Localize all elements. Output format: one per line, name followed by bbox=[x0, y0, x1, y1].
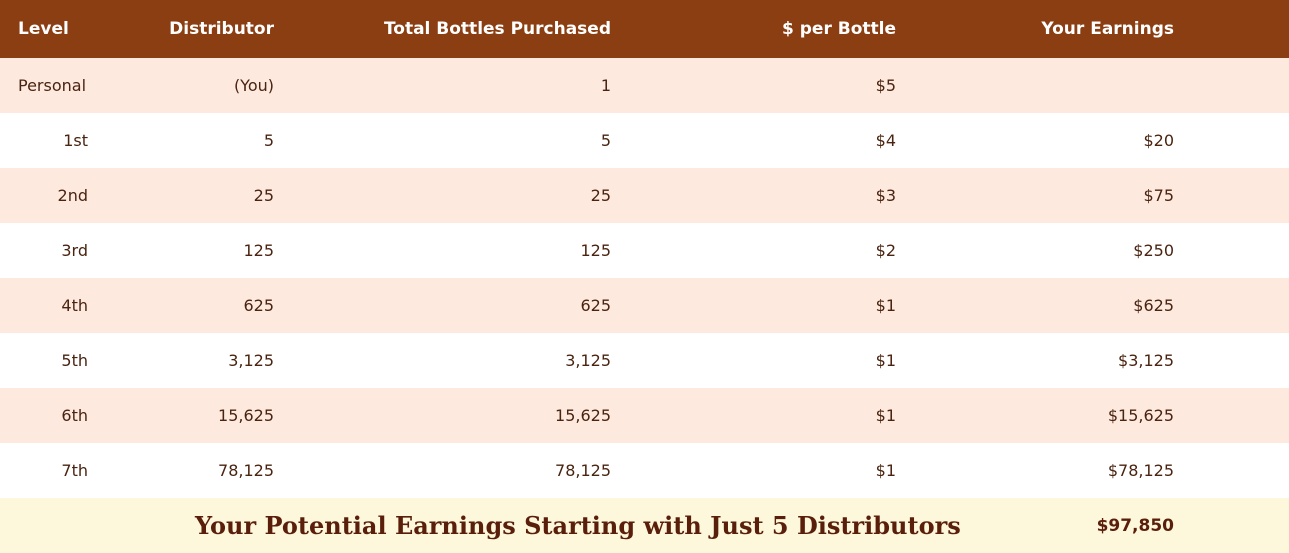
row-price: $1 bbox=[875, 406, 896, 425]
table-footer: Your Potential Earnings Starting with Ju… bbox=[0, 498, 1289, 553]
row-distributor: (You) bbox=[233, 76, 274, 95]
table-row: 3rd 125 125 $2 $250 bbox=[0, 223, 1289, 278]
row-price: $1 bbox=[875, 296, 896, 315]
row-earnings: $250 bbox=[1133, 241, 1174, 260]
table-row: Personal (You) 1 $5 bbox=[0, 58, 1289, 113]
row-earnings: $3,125 bbox=[1118, 351, 1174, 370]
row-total-bottles: 5 bbox=[600, 131, 611, 150]
row-distributor: 78,125 bbox=[218, 461, 274, 480]
row-distributor: 3,125 bbox=[228, 351, 274, 370]
row-price: $1 bbox=[875, 461, 896, 480]
row-level: 2nd bbox=[57, 186, 88, 205]
header-distributor: Distributor bbox=[169, 19, 274, 39]
table-header: Level Distributor Total Bottles Purchase… bbox=[0, 0, 1289, 58]
row-total-bottles: 3,125 bbox=[565, 351, 611, 370]
table-row: 6th 15,625 15,625 $1 $15,625 bbox=[0, 388, 1289, 443]
row-total-bottles: 15,625 bbox=[555, 406, 611, 425]
row-level: 4th bbox=[61, 296, 88, 315]
row-total-bottles: 1 bbox=[600, 76, 611, 95]
potential-earnings-label: Your Potential Earnings Starting with Ju… bbox=[195, 511, 961, 540]
row-total-bottles: 125 bbox=[580, 241, 611, 260]
row-price: $3 bbox=[875, 186, 896, 205]
header-price-per-bottle: $ per Bottle bbox=[782, 19, 896, 39]
table-row: 2nd 25 25 $3 $75 bbox=[0, 168, 1289, 223]
row-total-bottles: 78,125 bbox=[555, 461, 611, 480]
row-distributor: 25 bbox=[253, 186, 274, 205]
table-row: 5th 3,125 3,125 $1 $3,125 bbox=[0, 333, 1289, 388]
row-level: Personal bbox=[18, 76, 87, 95]
table-row: 1st 5 5 $4 $20 bbox=[0, 113, 1289, 168]
row-earnings: $75 bbox=[1143, 186, 1174, 205]
row-distributor: 15,625 bbox=[218, 406, 274, 425]
row-level: 7th bbox=[61, 461, 88, 480]
row-distributor: 125 bbox=[243, 241, 274, 260]
row-level: 5th bbox=[61, 351, 88, 370]
header-level: Level bbox=[18, 19, 69, 39]
row-earnings: $15,625 bbox=[1107, 406, 1174, 425]
table-row: 7th 78,125 78,125 $1 $78,125 bbox=[0, 443, 1289, 498]
row-distributor: 625 bbox=[243, 296, 274, 315]
row-earnings bbox=[930, 58, 1174, 113]
row-total-bottles: 25 bbox=[590, 186, 611, 205]
table-row: 4th 625 625 $1 $625 bbox=[0, 278, 1289, 333]
row-level: 1st bbox=[63, 131, 88, 150]
row-price: $2 bbox=[875, 241, 896, 260]
row-price: $5 bbox=[875, 76, 896, 95]
row-earnings: $78,125 bbox=[1107, 461, 1174, 480]
row-price: $1 bbox=[875, 351, 896, 370]
row-level: 6th bbox=[61, 406, 88, 425]
header-your-earnings: Your Earnings bbox=[1041, 19, 1174, 39]
row-earnings: $625 bbox=[1133, 296, 1174, 315]
row-price: $4 bbox=[875, 131, 896, 150]
row-earnings: $20 bbox=[1143, 131, 1174, 150]
row-distributor: 5 bbox=[263, 131, 274, 150]
header-total-bottles: Total Bottles Purchased bbox=[383, 19, 611, 39]
row-total-bottles: 625 bbox=[580, 296, 611, 315]
potential-earnings-total: $97,850 bbox=[1096, 515, 1174, 536]
row-level: 3rd bbox=[61, 241, 88, 260]
